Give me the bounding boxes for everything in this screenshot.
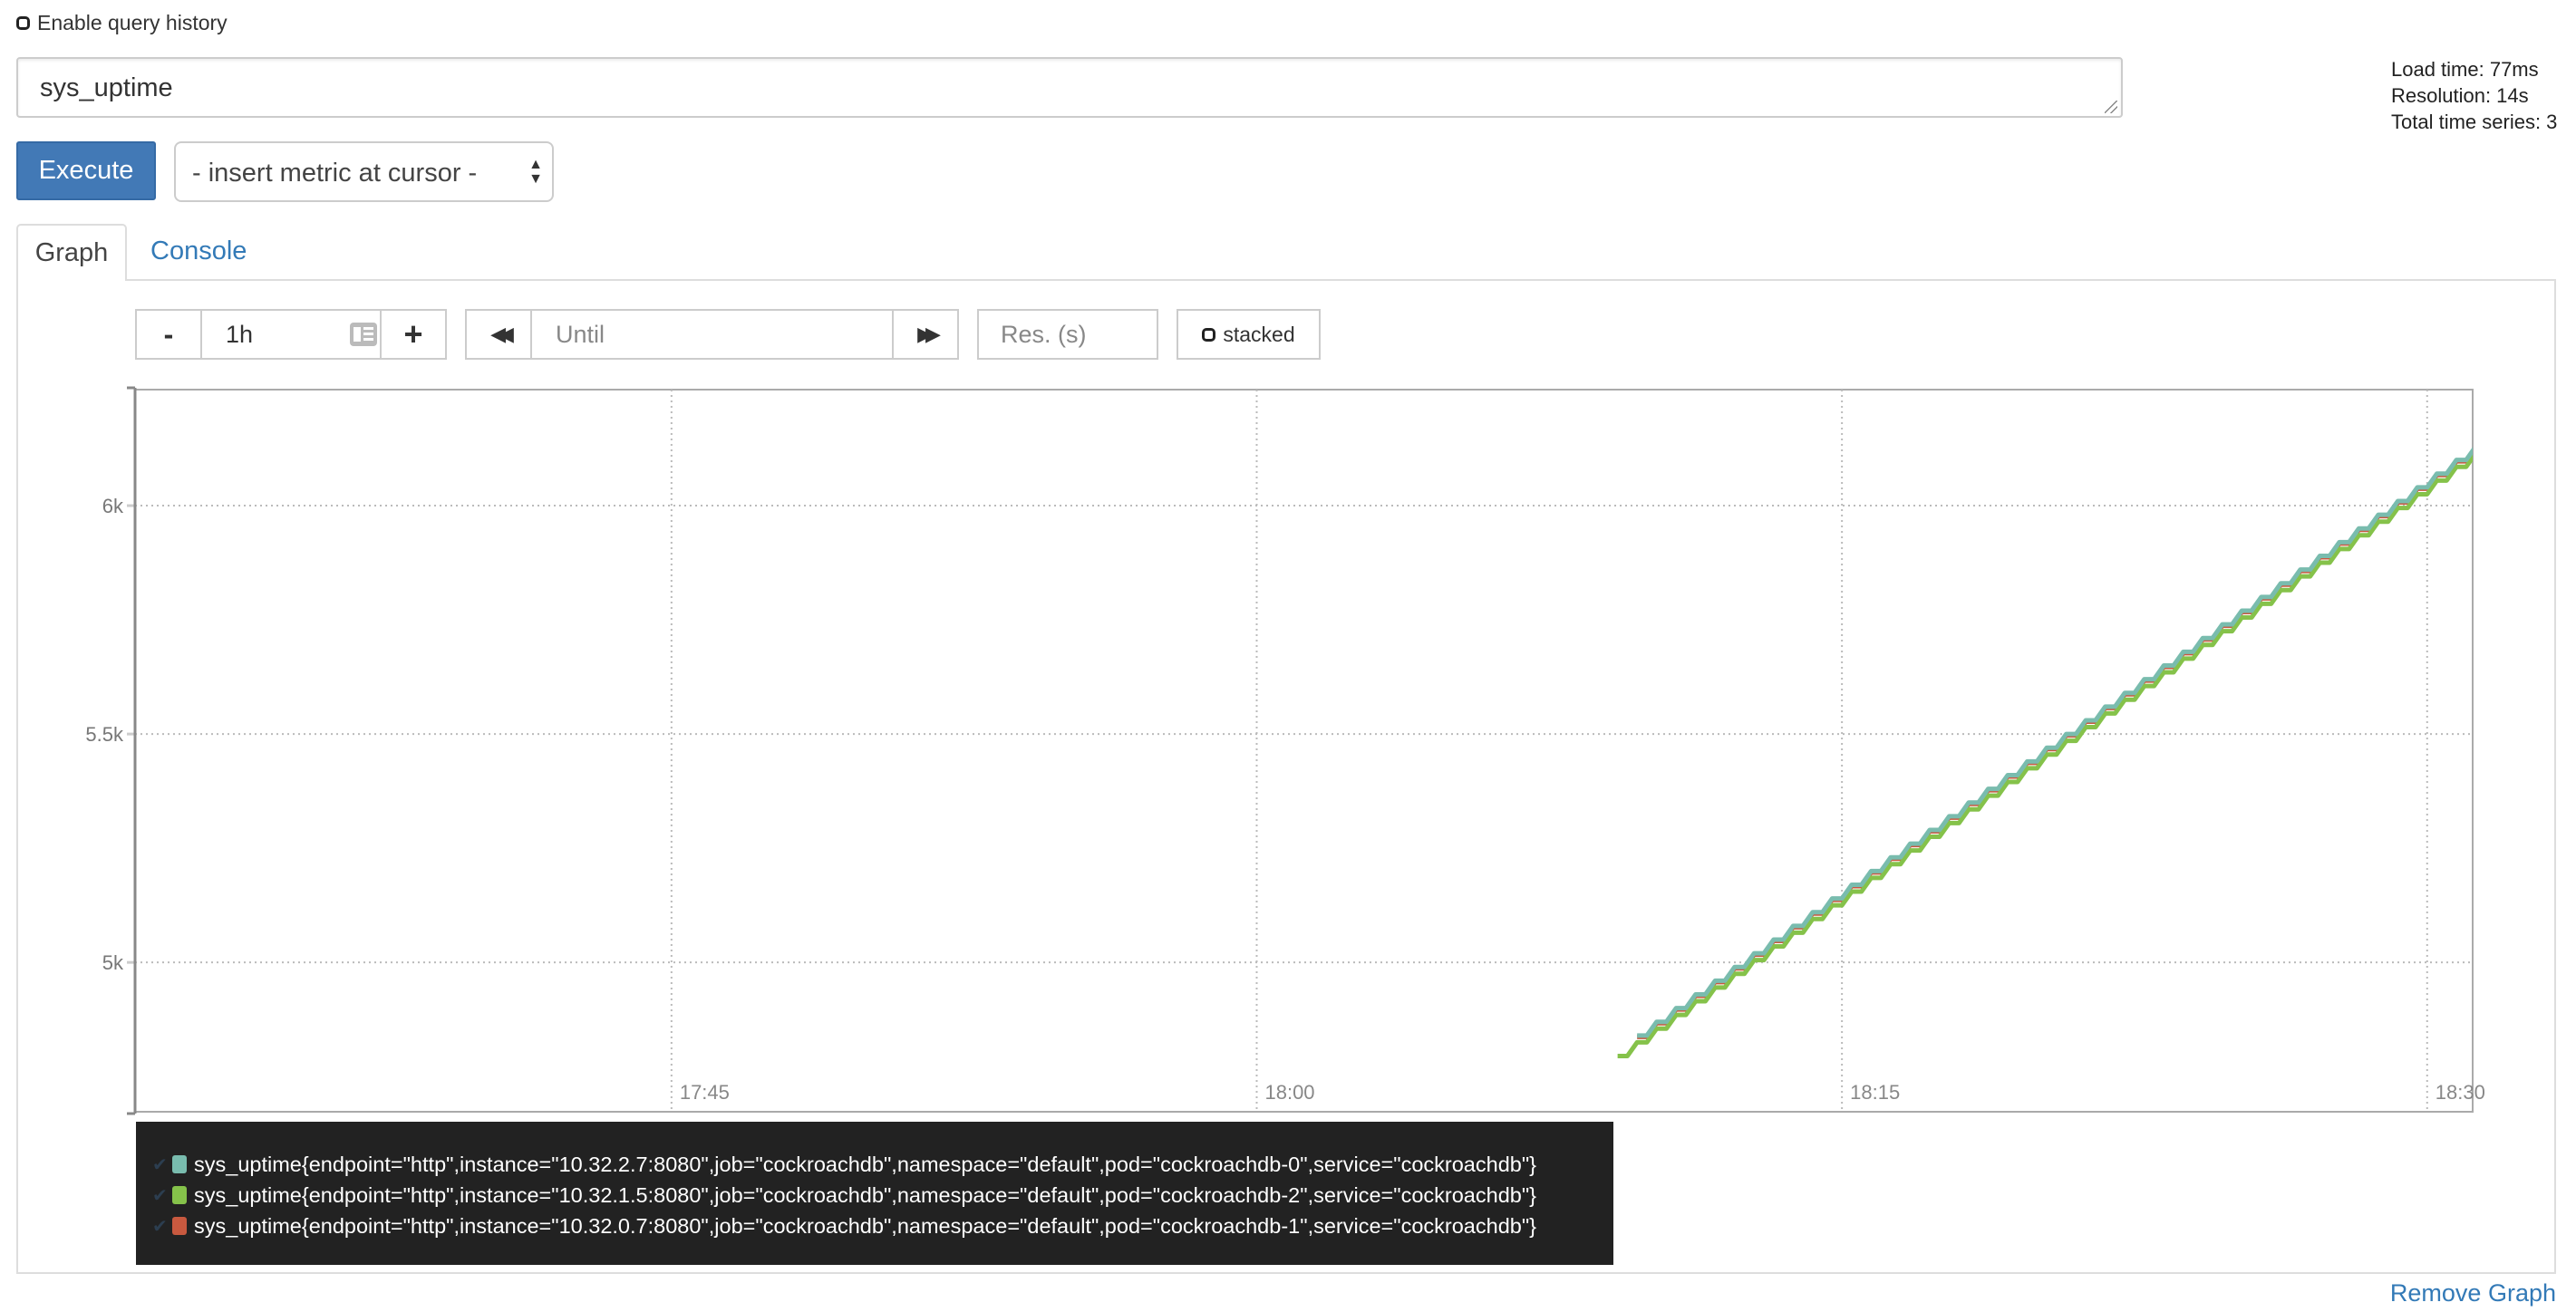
x-tick-label: 18:00: [1264, 1081, 1314, 1104]
tab-console[interactable]: Console: [150, 236, 247, 265]
time-forward-button[interactable]: ▶▶: [892, 309, 959, 360]
range-decrease-button[interactable]: -: [135, 309, 202, 360]
resolution-placeholder: Res. (s): [1001, 320, 1087, 348]
y-tick-label: 5k: [102, 951, 124, 974]
y-tick-label: 5.5k: [85, 723, 124, 746]
legend-check-icon[interactable]: ✔: [152, 1154, 168, 1175]
remove-graph-link[interactable]: Remove Graph: [2389, 1279, 2556, 1307]
execute-button[interactable]: Execute: [16, 141, 156, 200]
tab-graph[interactable]: Graph: [16, 224, 127, 281]
until-placeholder: Until: [556, 320, 605, 348]
legend-swatch: [172, 1155, 187, 1173]
query-history-label: Enable query history: [37, 11, 228, 34]
insert-metric-select[interactable]: - insert metric at cursor - ▲ ▼: [174, 141, 554, 202]
legend-check-icon[interactable]: ✔: [152, 1185, 168, 1206]
enable-query-history[interactable]: Enable query history: [16, 11, 228, 35]
select-arrows-icon: ▲ ▼: [528, 157, 543, 187]
legend-label: sys_uptime{endpoint="http",instance="10.…: [194, 1152, 1537, 1176]
load-time: Load time: 77ms: [2391, 58, 2539, 81]
resize-handle-icon[interactable]: [2105, 101, 2117, 113]
x-tick-label: 18:30: [2436, 1081, 2485, 1104]
resolution-input[interactable]: Res. (s): [977, 309, 1158, 360]
stacked-toggle[interactable]: stacked: [1177, 309, 1321, 360]
y-tick-label: 6k: [102, 495, 124, 517]
legend-label: sys_uptime{endpoint="http",instance="10.…: [194, 1213, 1537, 1238]
until-input[interactable]: Until: [530, 309, 894, 360]
resolution: Resolution: 14s: [2391, 84, 2529, 107]
legend-swatch: [172, 1186, 187, 1204]
stacked-label: stacked: [1223, 322, 1295, 346]
expression-text: sys_uptime: [40, 73, 173, 102]
plot-frame: [134, 389, 2474, 1113]
x-tick-label: 17:45: [680, 1081, 730, 1104]
legend-item[interactable]: ✔ sys_uptime{endpoint="http",instance="1…: [152, 1211, 1597, 1241]
legend-item[interactable]: ✔ sys_uptime{endpoint="http",instance="1…: [152, 1180, 1597, 1211]
series-line-2: [1637, 447, 2473, 1038]
calendar-icon[interactable]: [349, 322, 378, 347]
query-stats: Load time: 77ms Resolution: 14s Total ti…: [2391, 56, 2557, 135]
insert-metric-select-value: - insert metric at cursor -: [192, 159, 478, 188]
expression-input[interactable]: sys_uptime: [16, 57, 2123, 118]
series-line-0: [1637, 448, 2473, 1039]
x-tick-label: 18:15: [1850, 1081, 1900, 1104]
graph-legend: ✔ sys_uptime{endpoint="http",instance="1…: [136, 1122, 1613, 1265]
range-increase-button[interactable]: +: [380, 309, 447, 360]
legend-item[interactable]: ✔ sys_uptime{endpoint="http",instance="1…: [152, 1149, 1597, 1180]
legend-label: sys_uptime{endpoint="http",instance="10.…: [194, 1182, 1537, 1207]
series-line-1: [1617, 453, 2473, 1058]
graph-panel: [16, 279, 2556, 1274]
legend-check-icon[interactable]: ✔: [152, 1216, 168, 1237]
stacked-checkbox[interactable]: [1202, 327, 1216, 342]
range-value: 1h: [226, 320, 254, 348]
query-history-checkbox[interactable]: [16, 16, 30, 30]
total-time-series: Total time series: 3: [2391, 111, 2558, 133]
legend-swatch: [172, 1217, 187, 1235]
